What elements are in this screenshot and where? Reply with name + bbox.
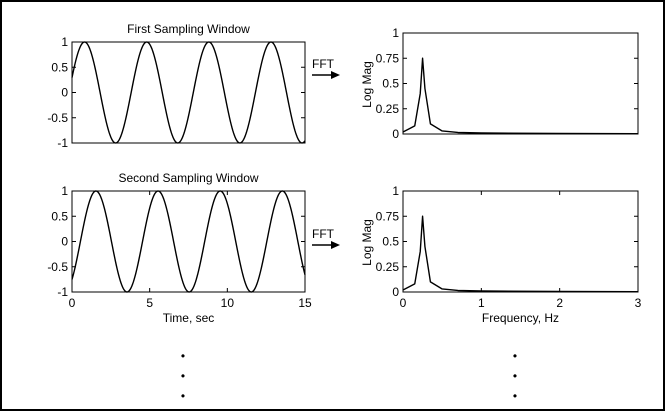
plot-frame	[71, 41, 306, 144]
x-tick-label: 0	[400, 296, 407, 310]
time-plot-first-window: 1 0.5 0 -0.5 -1 First Sampling Window	[47, 22, 306, 150]
y-tick-label: 1	[392, 26, 399, 40]
y-tick-label: 0	[61, 235, 68, 249]
series-line	[71, 190, 306, 293]
fft-label-1: FFT	[312, 57, 335, 71]
plot-title: Second Sampling Window	[118, 171, 258, 185]
y-tick-label: -0.5	[47, 260, 68, 274]
fft-arrow-2: FFT	[312, 227, 340, 249]
ellipsis-right: • • •	[513, 349, 517, 403]
series-line	[402, 215, 639, 293]
ellipsis-left: • • •	[181, 349, 185, 403]
y-tick-label: 0.5	[51, 209, 68, 223]
y-tick-label: 1	[392, 184, 399, 198]
ellipsis-dot: •	[513, 369, 517, 383]
y-tick-label: 0.25	[376, 260, 400, 274]
x-tick-label: 15	[298, 296, 312, 310]
plot-frame	[71, 190, 306, 293]
y-axis-label: Log Mag	[360, 61, 374, 108]
y-tick-label: 0.25	[376, 102, 400, 116]
y-tick-label: 0	[61, 86, 68, 100]
y-tick-label: -0.5	[47, 111, 68, 125]
ellipsis-dot: •	[513, 349, 517, 363]
x-tick-label: 1	[478, 296, 485, 310]
plot-frame	[402, 190, 639, 293]
x-axis-label: Frequency, Hz	[482, 311, 559, 325]
spectrum-plot-second-window: 1 0.75 0.5 0.25 00 1 2 3 Frequency, Hz Log Mag	[360, 184, 642, 325]
y-tick-label: -1	[57, 136, 68, 150]
ellipsis-dot: •	[181, 369, 185, 383]
x-tick-label: 2	[556, 296, 563, 310]
ellipsis-dot: •	[181, 389, 185, 403]
ellipsis-dot: •	[181, 349, 185, 363]
y-tick-label: 0.5	[382, 235, 399, 249]
y-tick-label: 1	[61, 184, 68, 198]
fft-label-2: FFT	[312, 227, 335, 241]
plot-title: First Sampling Window	[127, 22, 250, 36]
y-tick-label: 0.75	[376, 209, 400, 223]
x-axis-label: Time, sec	[163, 311, 215, 325]
x-tick-label: 10	[221, 296, 235, 310]
y-axis-label: Log Mag	[360, 219, 374, 266]
y-tick-label: 0	[392, 285, 399, 299]
y-tick-label: 0	[392, 127, 399, 141]
x-tick-label: 0	[69, 296, 76, 310]
x-tick-label: 5	[146, 296, 153, 310]
ellipsis-dot: •	[513, 389, 517, 403]
plot-frame	[402, 32, 639, 135]
y-tick-label: 0.5	[382, 77, 399, 91]
y-tick-label: -1	[57, 285, 68, 299]
series-line	[71, 41, 306, 144]
y-tick-label: 0.5	[51, 60, 68, 74]
fft-arrow-1: FFT	[312, 57, 340, 79]
y-tick-label: 0.75	[376, 51, 400, 65]
spectrum-plot-first-window: 1 0.75 0.5 0.25 0 Log Mag	[360, 26, 639, 141]
y-tick-label: 1	[61, 35, 68, 49]
series-line	[402, 57, 639, 135]
x-tick-label: 3	[635, 296, 642, 310]
